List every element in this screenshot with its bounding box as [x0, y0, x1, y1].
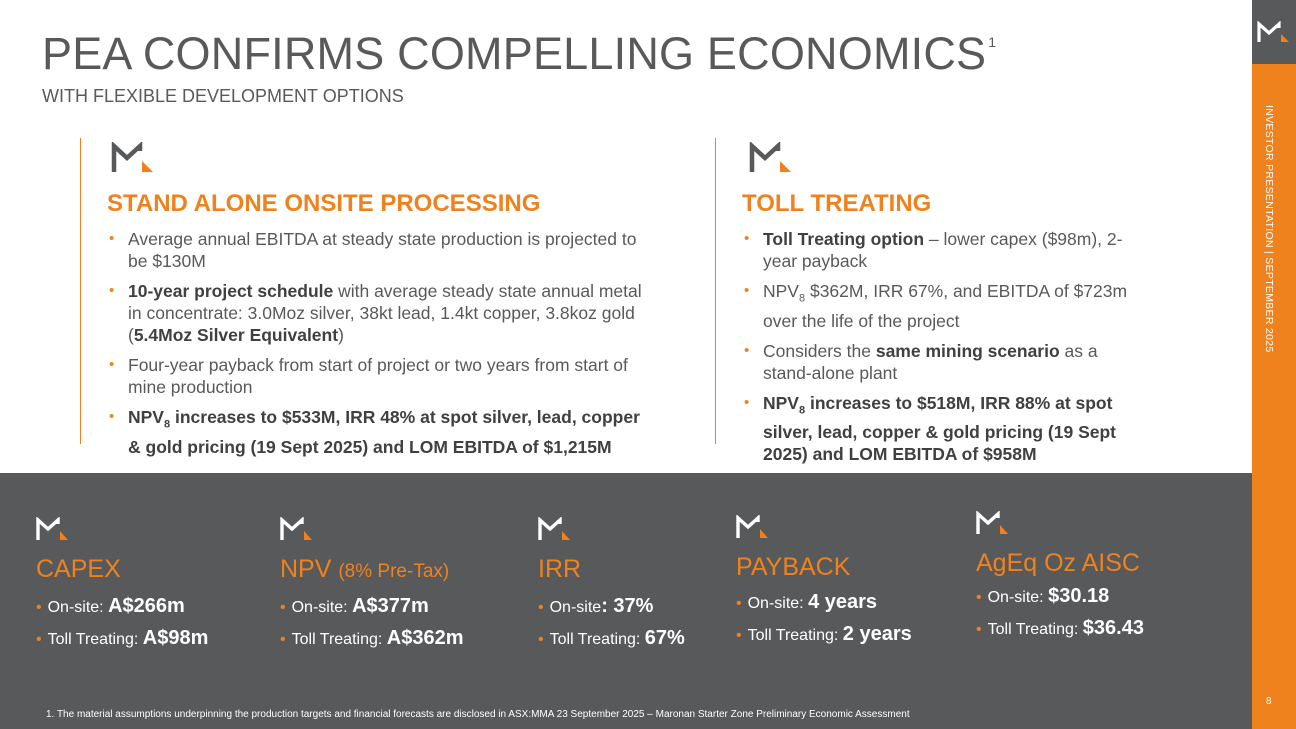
list-item: NPV8 $362M, IRR 67%, and EBITDA of $723m…	[744, 280, 1144, 332]
metrics-band: CAPEX On-site: A$266m Toll Treating: A$9…	[0, 473, 1252, 729]
title-footnote-mark: 1	[988, 34, 997, 50]
section-heading: STAND ALONE ONSITE PROCESSING	[107, 190, 541, 217]
metric-title: PAYBACK	[736, 553, 851, 581]
metric-toll: Toll Treating: 67%	[538, 627, 685, 650]
metric-toll: Toll Treating: $36.43	[976, 617, 1144, 640]
list-item: NPV8 increases to $518M, IRR 88% at spot…	[744, 392, 1144, 466]
list-item: Toll Treating option – lower capex ($98m…	[744, 228, 1144, 272]
metric-title: IRR	[538, 555, 582, 583]
section-heading: TOLL TREATING	[742, 190, 932, 217]
metric-onsite: On-site: A$377m	[280, 595, 429, 618]
metric-title: AgEq Oz AISC	[976, 549, 1140, 577]
page-title: PEA CONFIRMS COMPELLING ECONOMICS 1	[42, 28, 997, 79]
bullet-list: Average annual EBITDA at steady state pr…	[109, 228, 649, 466]
list-item: 10-year project schedule with average st…	[109, 280, 649, 346]
m-logo-icon	[749, 142, 791, 172]
list-item: NPV8 increases to $533M, IRR 48% at spot…	[109, 406, 649, 458]
toll-treating-section: TOLL TREATING Toll Treating option – low…	[715, 138, 1155, 464]
sidebar-label: INVESTOR PRESENTATION | SEPTEMBER 2025	[1263, 105, 1275, 353]
bullet-list: Toll Treating option – lower capex ($98m…	[744, 228, 1144, 473]
list-item: Average annual EBITDA at steady state pr…	[109, 228, 649, 272]
metric-onsite: On-site: A$266m	[36, 595, 185, 618]
m-logo-icon	[538, 517, 570, 540]
m-logo-icon	[280, 517, 312, 540]
m-logo-icon	[1257, 21, 1289, 42]
metric-title: NPV (8% Pre-Tax)	[280, 555, 450, 583]
footnote: 1. The material assumptions underpinning…	[46, 709, 910, 720]
list-item: Four-year payback from start of project …	[109, 354, 649, 398]
page-subtitle: WITH FLEXIBLE DEVELOPMENT OPTIONS	[42, 86, 404, 106]
metric-onsite: On-site: 37%	[538, 595, 654, 618]
metric-toll: Toll Treating: 2 years	[736, 623, 912, 646]
list-item: Considers the same mining scenario as a …	[744, 340, 1144, 384]
right-sidebar	[1252, 0, 1296, 729]
metric-toll: Toll Treating: A$98m	[36, 627, 209, 650]
onsite-processing-section: STAND ALONE ONSITE PROCESSING Average an…	[80, 138, 660, 457]
m-logo-icon	[736, 515, 768, 538]
sidebar-logo	[1252, 0, 1296, 64]
m-logo-icon	[36, 517, 68, 540]
metric-title: CAPEX	[36, 555, 121, 583]
metric-toll: Toll Treating: A$362m	[280, 627, 464, 650]
m-logo-icon	[111, 142, 153, 172]
m-logo-icon	[976, 511, 1008, 534]
metric-onsite: On-site: $30.18	[976, 585, 1110, 608]
metric-onsite: On-site: 4 years	[736, 591, 877, 614]
page-number: 8	[1266, 696, 1272, 707]
